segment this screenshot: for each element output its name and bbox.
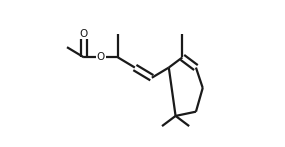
- Text: O: O: [80, 29, 88, 39]
- Text: O: O: [97, 52, 105, 62]
